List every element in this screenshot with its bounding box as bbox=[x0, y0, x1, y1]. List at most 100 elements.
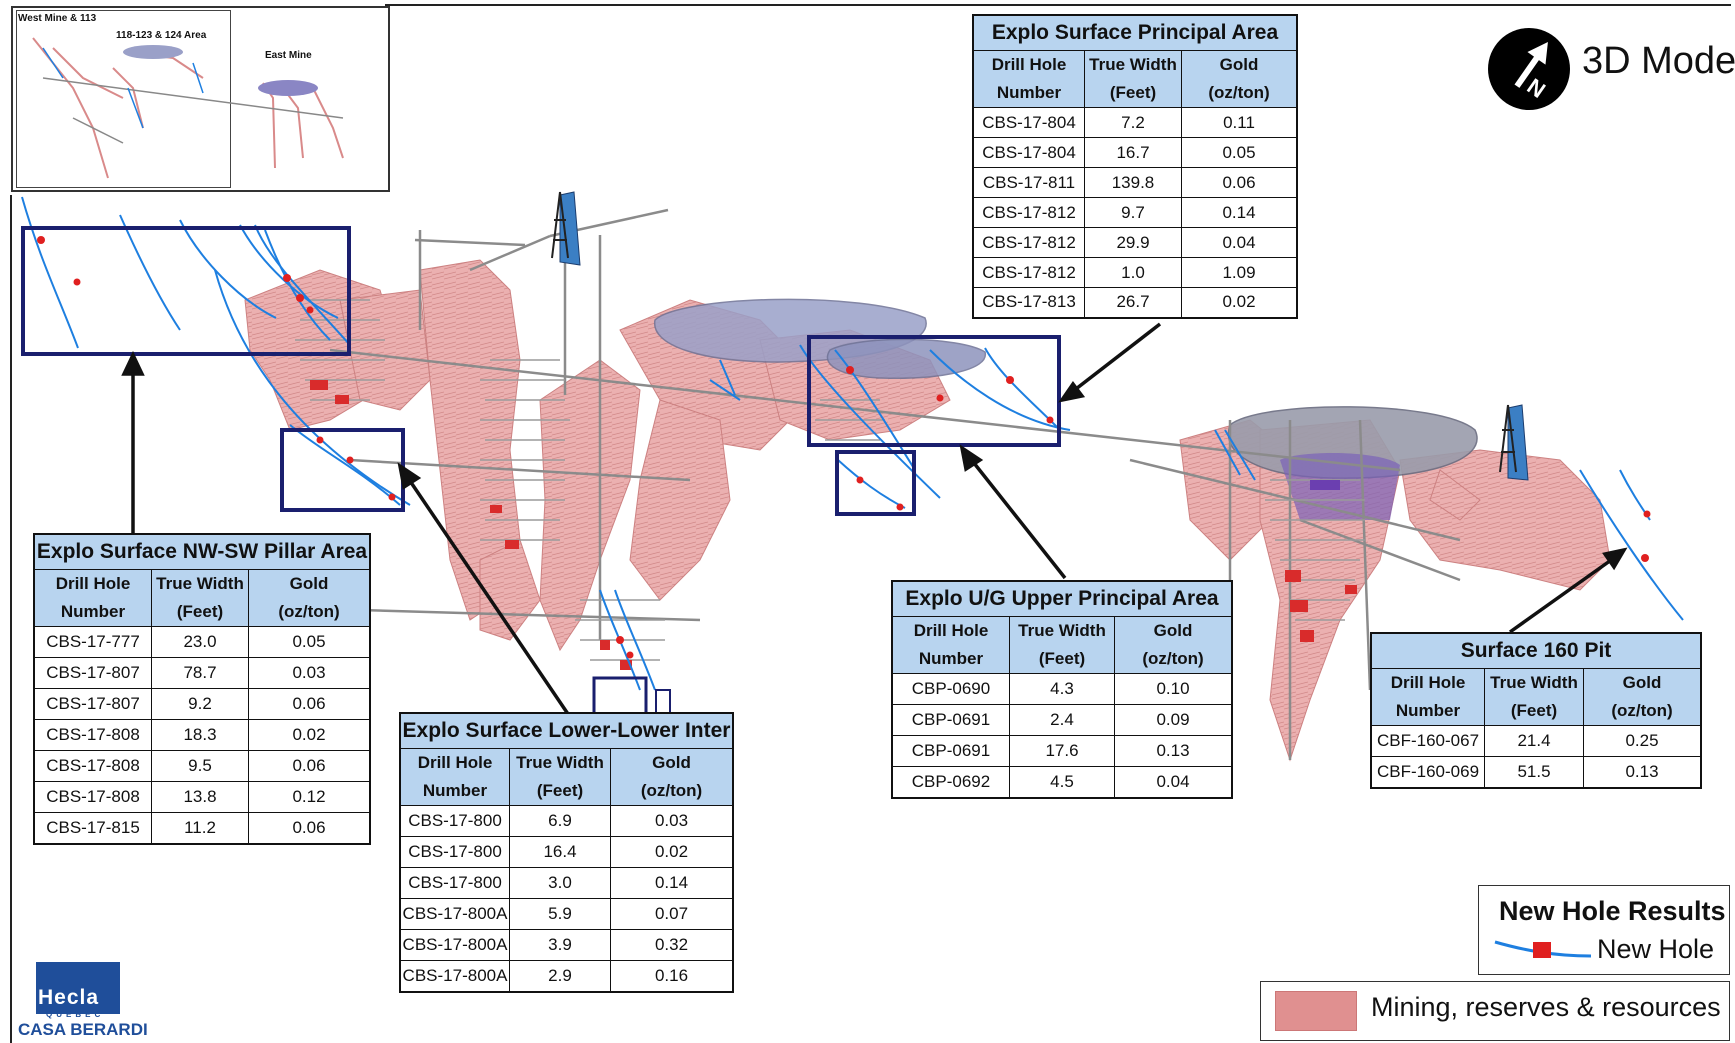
cell-true-width: 3.0 bbox=[509, 867, 611, 899]
drill-intercepts bbox=[37, 236, 1651, 659]
table-row: CBS-17-800 6.9 0.03 bbox=[399, 805, 734, 837]
table-row: CBS-17-800 3.0 0.14 bbox=[399, 867, 734, 899]
cell-true-width: 78.7 bbox=[151, 657, 249, 689]
cell-drill-hole: CBS-17-800A bbox=[399, 898, 510, 930]
header-true-width: True Width (Feet) bbox=[509, 748, 611, 806]
drill-holes bbox=[21, 196, 1684, 691]
cell-gold: 0.06 bbox=[1181, 167, 1298, 198]
header-gold: Gold (oz/ton) bbox=[1583, 668, 1702, 726]
cell-drill-hole: CBS-17-811 bbox=[972, 167, 1085, 198]
cell-true-width: 16.4 bbox=[509, 836, 611, 868]
table-title: Surface 160 Pit bbox=[1370, 632, 1702, 669]
table-row: CBS-17-800A 2.9 0.16 bbox=[399, 960, 734, 992]
cell-gold: 0.04 bbox=[1114, 766, 1233, 798]
cell-true-width: 9.2 bbox=[151, 688, 249, 720]
leader-arrows bbox=[121, 322, 1628, 715]
legend-new-hole-label: New Hole bbox=[1597, 934, 1715, 964]
cell-true-width: 2.4 bbox=[1009, 704, 1115, 736]
inset-label-118-124-area: 118-123 & 124 Area bbox=[116, 30, 207, 41]
table-title: Explo U/G Upper Principal Area bbox=[891, 580, 1233, 617]
table-row: CBP-0691 17.6 0.13 bbox=[891, 735, 1233, 767]
cell-drill-hole: CBS-17-807 bbox=[33, 688, 152, 720]
cell-true-width: 16.7 bbox=[1084, 137, 1182, 168]
cell-drill-hole: CBS-17-777 bbox=[33, 626, 152, 658]
cell-drill-hole: CBP-0691 bbox=[891, 735, 1010, 767]
cell-drill-hole: CBS-17-804 bbox=[972, 137, 1085, 168]
header-gold: Gold (oz/ton) bbox=[1181, 50, 1298, 108]
frame-left-border bbox=[10, 195, 12, 1043]
cell-drill-hole: CBS-17-800 bbox=[399, 805, 510, 837]
legend-mining-label: Mining, reserves & resources bbox=[1371, 992, 1721, 1022]
cell-drill-hole: CBS-17-800A bbox=[399, 929, 510, 961]
cell-true-width: 13.8 bbox=[151, 781, 249, 813]
table-surface-principal-area: Explo Surface Principal Area Drill Hole N… bbox=[972, 14, 1298, 319]
table-nw-sw-pillar-area: Explo Surface NW-SW Pillar Area Drill Ho… bbox=[33, 533, 371, 845]
cell-gold: 0.04 bbox=[1181, 227, 1298, 258]
logo-box bbox=[36, 962, 120, 1014]
cell-true-width: 7.2 bbox=[1084, 107, 1182, 138]
table-title: Explo Surface Principal Area bbox=[972, 14, 1298, 51]
cell-drill-hole: CBS-17-808 bbox=[33, 781, 152, 813]
cell-true-width: 17.6 bbox=[1009, 735, 1115, 767]
cell-gold: 0.25 bbox=[1583, 725, 1702, 757]
table-row: CBS-17-807 9.2 0.06 bbox=[33, 688, 371, 720]
cell-drill-hole: CBS-17-804 bbox=[972, 107, 1085, 138]
frame-top-border bbox=[385, 4, 1731, 6]
north-arrow-icon: N bbox=[1488, 28, 1570, 110]
cell-true-width: 6.9 bbox=[509, 805, 611, 837]
header-drill-hole: Drill Hole Number bbox=[972, 50, 1085, 108]
cell-true-width: 51.5 bbox=[1484, 756, 1584, 788]
cell-true-width: 1.0 bbox=[1084, 257, 1182, 288]
header-drill-hole: Drill Hole Number bbox=[891, 616, 1010, 674]
header-drill-hole: Drill Hole Number bbox=[399, 748, 510, 806]
cell-gold: 0.02 bbox=[610, 836, 734, 868]
table-row: CBS-17-811 139.8 0.06 bbox=[972, 167, 1298, 198]
cell-gold: 0.06 bbox=[248, 688, 371, 720]
header-gold: Gold (oz/ton) bbox=[610, 748, 734, 806]
cell-drill-hole: CBS-17-813 bbox=[972, 287, 1085, 318]
cell-true-width: 23.0 bbox=[151, 626, 249, 658]
cell-drill-hole: CBS-17-807 bbox=[33, 657, 152, 689]
headframes bbox=[551, 191, 1529, 481]
cell-drill-hole: CBS-17-812 bbox=[972, 257, 1085, 288]
cell-true-width: 5.9 bbox=[509, 898, 611, 930]
inset-label-west-mine: West Mine & 113 bbox=[18, 13, 97, 24]
cell-true-width: 4.3 bbox=[1009, 673, 1115, 705]
cell-drill-hole: CBP-0690 bbox=[891, 673, 1010, 705]
table-lower-lower-inter: Explo Surface Lower-Lower Inter Drill Ho… bbox=[399, 712, 734, 993]
cell-gold: 0.10 bbox=[1114, 673, 1233, 705]
table-row: CBS-17-812 1.0 1.09 bbox=[972, 257, 1298, 288]
overview-inset-map: West Mine & 113 118-123 & 124 Area East … bbox=[11, 6, 390, 192]
table-row: CBS-17-808 18.3 0.02 bbox=[33, 719, 371, 751]
table-row: CBS-17-813 26.7 0.02 bbox=[972, 287, 1298, 318]
cell-drill-hole: CBS-17-800A bbox=[399, 960, 510, 992]
cell-gold: 0.05 bbox=[1181, 137, 1298, 168]
cell-gold: 0.05 bbox=[248, 626, 371, 658]
cell-true-width: 29.9 bbox=[1084, 227, 1182, 258]
inset-label-east-mine: East Mine bbox=[265, 50, 312, 61]
hecla-casa-berardi-logo: Hecla QUEBEC CASA BERARDI bbox=[16, 960, 148, 1040]
cell-gold: 0.02 bbox=[1181, 287, 1298, 318]
table-row: CBS-17-800 16.4 0.02 bbox=[399, 836, 734, 868]
cell-true-width: 26.7 bbox=[1084, 287, 1182, 318]
new-hole-symbol-icon bbox=[1494, 940, 1592, 958]
ore-swatch-icon bbox=[1275, 991, 1357, 1031]
cell-true-width: 3.9 bbox=[509, 929, 611, 961]
cell-gold: 1.09 bbox=[1181, 257, 1298, 288]
cell-gold: 0.14 bbox=[610, 867, 734, 899]
cell-gold: 0.06 bbox=[248, 812, 371, 844]
table-row: CBS-17-777 23.0 0.05 bbox=[33, 626, 371, 658]
header-true-width: True Width (Feet) bbox=[151, 569, 249, 627]
cell-gold: 0.02 bbox=[248, 719, 371, 751]
table-row: CBS-17-800A 5.9 0.07 bbox=[399, 898, 734, 930]
header-gold: Gold (oz/ton) bbox=[1114, 616, 1233, 674]
cell-drill-hole: CBS-17-812 bbox=[972, 197, 1085, 228]
cell-gold: 0.12 bbox=[248, 781, 371, 813]
header-true-width: True Width (Feet) bbox=[1009, 616, 1115, 674]
cell-true-width: 139.8 bbox=[1084, 167, 1182, 198]
cell-drill-hole: CBP-0692 bbox=[891, 766, 1010, 798]
table-row: CBS-17-808 9.5 0.06 bbox=[33, 750, 371, 782]
cell-gold: 0.09 bbox=[1114, 704, 1233, 736]
logo-hecla-text: Hecla bbox=[38, 986, 100, 1009]
table-title: Explo Surface NW-SW Pillar Area bbox=[33, 533, 371, 570]
